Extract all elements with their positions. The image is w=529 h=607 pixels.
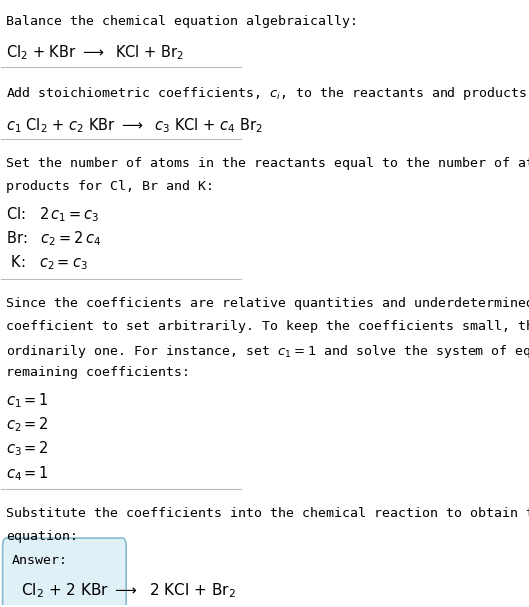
Text: coefficient to set arbitrarily. To keep the coefficients small, the arbitrary va: coefficient to set arbitrarily. To keep …	[6, 320, 529, 333]
Text: Balance the chemical equation algebraically:: Balance the chemical equation algebraica…	[6, 15, 358, 28]
Text: $c_1$ Cl$_2$ + $c_2$ KBr $\longrightarrow$  $c_3$ KCl + $c_4$ Br$_2$: $c_1$ Cl$_2$ + $c_2$ KBr $\longrightarro…	[6, 116, 263, 135]
Text: Substitute the coefficients into the chemical reaction to obtain the balanced: Substitute the coefficients into the che…	[6, 507, 529, 520]
FancyBboxPatch shape	[3, 538, 126, 607]
Text: $c_1 = 1$: $c_1 = 1$	[6, 392, 49, 410]
Text: $c_2 = 2$: $c_2 = 2$	[6, 416, 49, 434]
Text: Answer:: Answer:	[12, 554, 68, 568]
Text: remaining coefficients:: remaining coefficients:	[6, 366, 190, 379]
Text: K:   $c_2 = c_3$: K: $c_2 = c_3$	[6, 254, 88, 273]
Text: Set the number of atoms in the reactants equal to the number of atoms in the: Set the number of atoms in the reactants…	[6, 157, 529, 170]
Text: Cl:   $2\,c_1 = c_3$: Cl: $2\,c_1 = c_3$	[6, 205, 99, 224]
Text: Add stoichiometric coefficients, $c_i$, to the reactants and products:: Add stoichiometric coefficients, $c_i$, …	[6, 85, 529, 102]
Text: equation:: equation:	[6, 531, 78, 543]
Text: $c_3 = 2$: $c_3 = 2$	[6, 439, 49, 458]
Text: products for Cl, Br and K:: products for Cl, Br and K:	[6, 180, 214, 193]
Text: Cl$_2$ + KBr $\longrightarrow$  KCl + Br$_2$: Cl$_2$ + KBr $\longrightarrow$ KCl + Br$…	[6, 44, 185, 63]
Text: $c_4 = 1$: $c_4 = 1$	[6, 464, 49, 483]
Text: Br:   $c_2 = 2\,c_4$: Br: $c_2 = 2\,c_4$	[6, 229, 102, 248]
Text: ordinarily one. For instance, set $c_1 = 1$ and solve the system of equations fo: ordinarily one. For instance, set $c_1 =…	[6, 343, 529, 360]
Text: Since the coefficients are relative quantities and underdetermined, choose a: Since the coefficients are relative quan…	[6, 297, 529, 310]
Text: Cl$_2$ + 2 KBr $\longrightarrow$  2 KCl + Br$_2$: Cl$_2$ + 2 KBr $\longrightarrow$ 2 KCl +…	[21, 582, 235, 600]
